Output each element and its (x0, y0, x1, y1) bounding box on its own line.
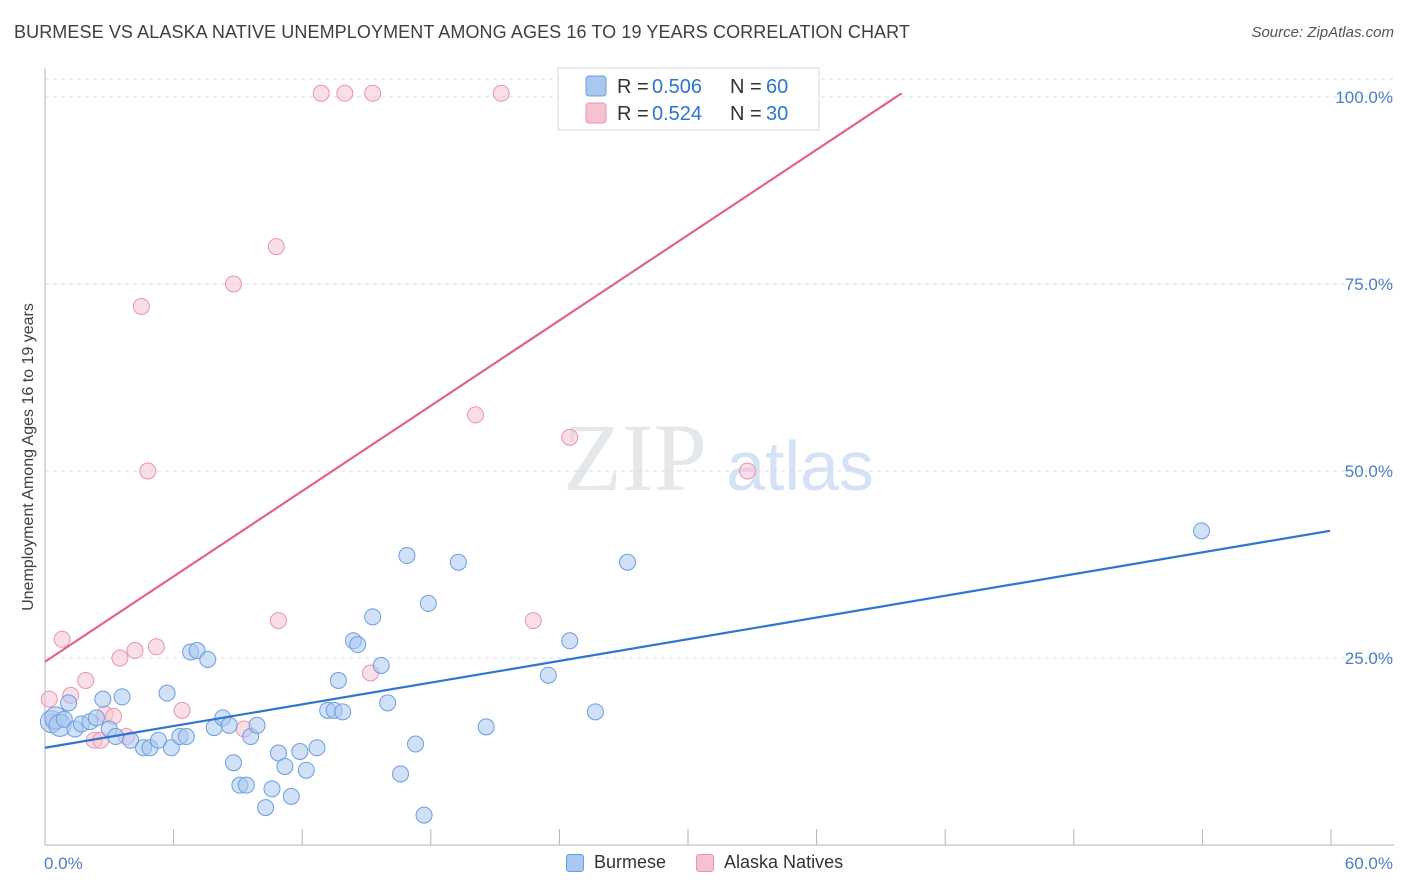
burmese-point (372, 656, 390, 674)
burmese-trend-line (44, 529, 1331, 749)
alaska-natives-point (561, 428, 579, 446)
alaska-natives-point (40, 690, 58, 708)
burmese-point (282, 787, 300, 805)
burmese-point (407, 735, 425, 753)
burmese-point (415, 806, 433, 824)
alaska-natives-point (524, 612, 542, 630)
trend-lines (44, 92, 1331, 749)
burmese-point (398, 547, 416, 565)
watermark-zip: ZIP (563, 404, 707, 511)
legend-n-value-burmese: 60 (766, 76, 788, 98)
burmese-point (220, 716, 238, 734)
alaska-natives-point (77, 671, 95, 689)
legend-item-burmese: Burmese (566, 852, 666, 873)
burmese-point (379, 694, 397, 712)
alaska-natives-point (126, 642, 144, 660)
y-tick-label: 50.0% (1345, 462, 1393, 481)
alaska-natives-point (132, 297, 150, 315)
legend-n-label-alaska-natives: N = (730, 103, 762, 125)
burmese-point (87, 709, 105, 727)
y-tick-labels: 25.0% 50.0% 75.0% 100.0% (1335, 88, 1393, 668)
alaska-natives-point (53, 630, 71, 648)
burmese-point (257, 799, 275, 817)
alaska-natives-point (224, 275, 242, 293)
alaska-natives-point (492, 84, 510, 102)
legend-swatch-alaska-natives-bottom (696, 853, 715, 872)
burmese-point (162, 739, 180, 757)
burmese-point (291, 743, 309, 760)
legend-swatch-burmese (585, 75, 607, 97)
grid (45, 78, 1394, 659)
alaska-natives-point (466, 406, 484, 424)
y-tick-label: 100.0% (1335, 88, 1393, 107)
burmese-point (94, 690, 112, 708)
burmese-point (1193, 522, 1210, 540)
burmese-point (113, 688, 131, 706)
alaska-natives-point (336, 84, 354, 102)
y-tick-label: 75.0% (1345, 275, 1393, 294)
burmese-point (237, 776, 255, 794)
legend-r-value-burmese: 0.506 (652, 76, 702, 98)
alaska-natives-point (139, 462, 157, 480)
alaska-natives-trend-line (44, 92, 903, 663)
burmese-point (477, 718, 495, 736)
burmese-point (419, 594, 437, 612)
burmese-point (224, 754, 242, 772)
burmese-point (364, 608, 382, 626)
burmese-point (308, 739, 326, 757)
legend-swatch-alaska-natives (585, 102, 607, 124)
burmese-points (39, 522, 1210, 824)
legend-r-label-burmese: R = (617, 76, 649, 98)
legend-n-value-alaska-natives: 30 (766, 103, 788, 125)
alaska-natives-point (267, 238, 285, 256)
source-label: Source: ZipAtlas.com (1251, 24, 1394, 41)
burmese-point (55, 710, 73, 728)
x-tick-labels: 0.0% 60.0% (44, 854, 1393, 873)
alaska-natives-point (173, 701, 191, 719)
burmese-point (329, 671, 347, 689)
legend-r-value-alaska-natives: 0.524 (652, 103, 702, 125)
legend-r-label-alaska-natives: R = (617, 103, 649, 125)
alaska-natives-point (312, 84, 330, 102)
burmese-point (449, 553, 467, 571)
alaska-natives-point (269, 612, 287, 630)
alaska-natives-point (111, 649, 129, 667)
burmese-point (263, 780, 281, 798)
series-legend: Burmese Alaska Natives (566, 852, 873, 873)
legend-label-alaska-natives: Alaska Natives (724, 852, 844, 872)
burmese-point (539, 666, 557, 684)
alaska-natives-point (364, 84, 382, 102)
burmese-point (561, 632, 579, 650)
alaska-natives-point (738, 462, 756, 480)
alaska-natives-point (147, 638, 165, 656)
burmese-point (199, 650, 217, 668)
burmese-point (276, 757, 294, 775)
legend-label-burmese: Burmese (594, 852, 667, 872)
x-tick-label-max: 60.0% (1345, 854, 1393, 873)
burmese-point (392, 765, 410, 783)
burmese-point (297, 761, 315, 779)
burmese-point (586, 703, 604, 721)
legend-item-alaska-natives: Alaska Natives (696, 852, 843, 873)
burmese-point (349, 636, 367, 654)
burmese-point (619, 553, 637, 571)
stats-legend: R = 0.506 N = 60 R = 0.524 N = 30 (557, 67, 820, 131)
burmese-point (334, 703, 352, 721)
burmese-point (248, 716, 266, 734)
burmese-point (60, 694, 78, 712)
burmese-point (177, 728, 195, 746)
chart-title: BURMESE VS ALASKA NATIVE UNEMPLOYMENT AM… (14, 22, 911, 42)
legend-swatch-burmese-bottom (566, 853, 584, 872)
y-tick-label: 25.0% (1345, 649, 1393, 668)
burmese-point (158, 684, 176, 702)
watermark: ZIP atlas (563, 404, 874, 511)
x-tick-label-min: 0.0% (44, 854, 83, 873)
legend-n-label-burmese: N = (730, 76, 762, 98)
burmese-point (150, 731, 168, 749)
